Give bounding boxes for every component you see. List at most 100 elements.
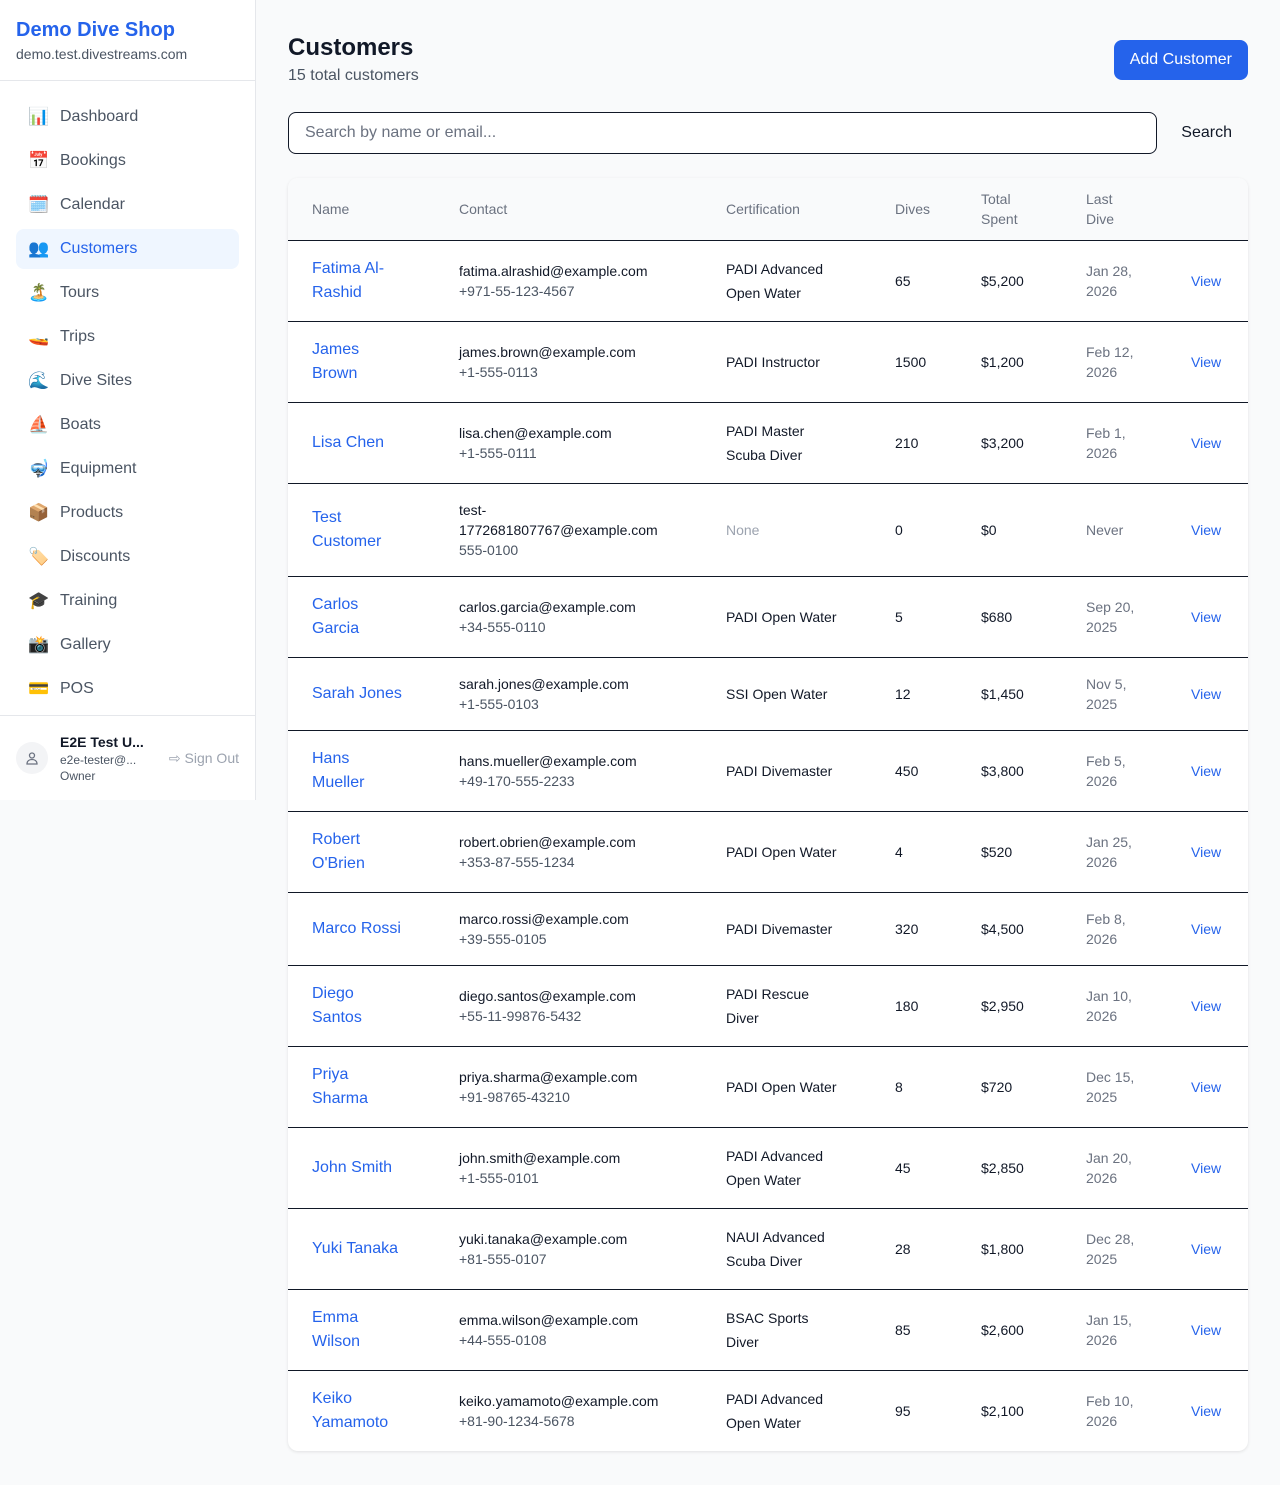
customer-certification: PADI Instructor — [726, 353, 820, 370]
sidebar-item-label: Products — [60, 504, 124, 521]
sign-out-icon: ⇨ — [168, 749, 181, 766]
view-customer-link[interactable]: View — [1191, 1078, 1222, 1095]
customer-certification: None — [726, 521, 760, 538]
column-header-certification: Certification — [726, 178, 895, 241]
customer-phone: +1-555-0101 — [459, 1169, 539, 1186]
sailboat-icon: ⛵ — [28, 415, 50, 434]
customers-table-card: Name Contact Certification Dives Total Spent L… — [288, 178, 1248, 1451]
customer-name-link[interactable]: Diego Santos — [312, 984, 362, 1026]
sidebar-item-label: Equipment — [60, 460, 137, 477]
customer-total-spent: $1,800 — [981, 1208, 1086, 1290]
search-button[interactable]: Search — [1157, 124, 1248, 142]
view-customer-link[interactable]: View — [1191, 1402, 1222, 1419]
sidebar-item-boats[interactable]: ⛵ Boats — [16, 405, 239, 445]
customer-name-link[interactable]: Carlos Garcia — [312, 595, 360, 637]
sidebar-item-pos[interactable]: 💳 POS — [16, 669, 239, 709]
sidebar: Demo Dive Shop demo.test.divestreams.com… — [0, 0, 256, 800]
view-customer-link[interactable]: View — [1191, 272, 1222, 289]
add-customer-button[interactable]: Add Customer — [1113, 40, 1248, 80]
customer-phone: +91-98765-43210 — [459, 1088, 570, 1105]
customer-total-spent: $1,450 — [981, 657, 1086, 731]
customer-name-link[interactable]: Fatima Al- Rashid — [312, 259, 385, 301]
customer-dives: 45 — [895, 1127, 981, 1209]
sidebar-item-training[interactable]: 🎓 Training — [16, 581, 239, 621]
sidebar-item-calendar[interactable]: 🗓️ Calendar — [16, 185, 239, 225]
sidebar-item-label: Boats — [60, 416, 101, 433]
customer-phone: +39-555-0105 — [459, 930, 547, 947]
sign-out-button[interactable]: ⇨ Sign Out — [169, 750, 239, 767]
view-customer-link[interactable]: View — [1191, 521, 1222, 538]
sidebar-item-dashboard[interactable]: 📊 Dashboard — [16, 97, 239, 137]
package-icon: 📦 — [28, 503, 50, 522]
customer-dives: 12 — [895, 657, 981, 731]
view-customer-link[interactable]: View — [1191, 920, 1222, 937]
view-customer-link[interactable]: View — [1191, 685, 1222, 702]
view-customer-link[interactable]: View — [1191, 434, 1222, 451]
customer-name-link[interactable]: James Brown — [312, 340, 360, 382]
customer-name-link[interactable]: Keiko Yamamoto — [312, 1389, 389, 1431]
sidebar-item-bookings[interactable]: 📅 Bookings — [16, 141, 239, 181]
sidebar-item-products[interactable]: 📦 Products — [16, 493, 239, 533]
island-icon: 🏝️ — [28, 283, 50, 302]
customer-name-link[interactable]: Robert O'Brien — [312, 830, 365, 872]
customer-dives: 320 — [895, 892, 981, 966]
shop-name[interactable]: Demo Dive Shop — [16, 19, 175, 41]
customer-name-link[interactable]: Priya Sharma — [312, 1065, 369, 1107]
customer-dives: 8 — [895, 1046, 981, 1128]
customer-certification: PADI Advanced Open Water — [726, 260, 824, 301]
table-row: Fatima Al- Rashid fatima.alrashid@example… — [288, 240, 1248, 322]
table-row: Yuki Tanaka yuki.tanaka@example.com +81-5… — [288, 1208, 1248, 1290]
customer-total-spent: $2,950 — [981, 965, 1086, 1047]
customer-certification: PADI Open Water — [726, 843, 837, 860]
sidebar-item-label: Dashboard — [60, 108, 139, 125]
customer-name-link[interactable]: Sarah Jones — [312, 684, 402, 702]
view-customer-link[interactable]: View — [1191, 1159, 1222, 1176]
sidebar-item-customers[interactable]: 👥 Customers — [16, 229, 239, 269]
view-customer-link[interactable]: View — [1191, 843, 1222, 860]
sidebar-item-gallery[interactable]: 📸 Gallery — [16, 625, 239, 665]
view-customer-link[interactable]: View — [1191, 353, 1222, 370]
customer-name-link[interactable]: Marco Rossi — [312, 919, 401, 937]
view-customer-link[interactable]: View — [1191, 1321, 1222, 1338]
customer-certification: PADI Rescue Diver — [726, 985, 809, 1026]
tag-icon: 🏷️ — [28, 547, 50, 566]
sidebar-item-trips[interactable]: 🚤 Trips — [16, 317, 239, 357]
sidebar-item-label: Gallery — [60, 636, 111, 653]
sidebar-item-label: Customers — [60, 240, 138, 257]
table-row: James Brown james.brown@example.com +1-555… — [288, 321, 1248, 403]
customer-name-link[interactable]: Yuki Tanaka — [312, 1239, 398, 1257]
table-row: Keiko Yamamoto keiko.yamamoto@example.com… — [288, 1370, 1248, 1451]
sidebar-item-discounts[interactable]: 🏷️ Discounts — [16, 537, 239, 577]
table-row: Lisa Chen lisa.chen@example.com +1-555-01… — [288, 402, 1248, 484]
customer-name-link[interactable]: Hans Mueller — [312, 749, 365, 791]
sidebar-item-dive-sites[interactable]: 🌊 Dive Sites — [16, 361, 239, 401]
customer-certification: PADI Open Water — [726, 1078, 837, 1095]
customer-name-link[interactable]: Test Customer — [312, 508, 382, 550]
customer-email: emma.wilson@example.com — [459, 1311, 639, 1328]
customer-name-link[interactable]: John Smith — [312, 1158, 393, 1176]
customer-certification: BSAC Sports Diver — [726, 1309, 809, 1350]
view-customer-link[interactable]: View — [1191, 1240, 1222, 1257]
customer-email: yuki.tanaka@example.com — [459, 1230, 628, 1247]
customer-last-dive: Dec 15, 2025 — [1086, 1068, 1135, 1105]
customer-name-link[interactable]: Emma Wilson — [312, 1308, 361, 1350]
customer-email: john.smith@example.com — [459, 1149, 621, 1166]
customer-total-spent: $3,800 — [981, 730, 1086, 812]
customer-last-dive: Feb 8, 2026 — [1086, 910, 1126, 947]
view-customer-link[interactable]: View — [1191, 997, 1222, 1014]
view-customer-link[interactable]: View — [1191, 608, 1222, 625]
sidebar-item-equipment[interactable]: 🤿 Equipment — [16, 449, 239, 489]
customer-name-link[interactable]: Lisa Chen — [312, 433, 385, 451]
customer-phone: +1-555-0103 — [459, 695, 539, 712]
sidebar-item-tours[interactable]: 🏝️ Tours — [16, 273, 239, 313]
customer-email: lisa.chen@example.com — [459, 424, 612, 441]
sidebar-nav: 📊 Dashboard 📅 Bookings 🗓️ Calendar 👥 Customers 🏝… — [0, 81, 255, 709]
search-input[interactable] — [288, 112, 1158, 154]
calendar-date-icon: 📅 — [28, 151, 50, 170]
column-header-last-dive: Last Dive — [1086, 178, 1191, 241]
customer-total-spent: $720 — [981, 1046, 1086, 1128]
table-row: Emma Wilson emma.wilson@example.com +44-55… — [288, 1289, 1248, 1371]
table-row: Test Customer test- 1772681807767@example.… — [288, 483, 1248, 577]
view-customer-link[interactable]: View — [1191, 762, 1222, 779]
users-icon: 👥 — [28, 239, 50, 258]
